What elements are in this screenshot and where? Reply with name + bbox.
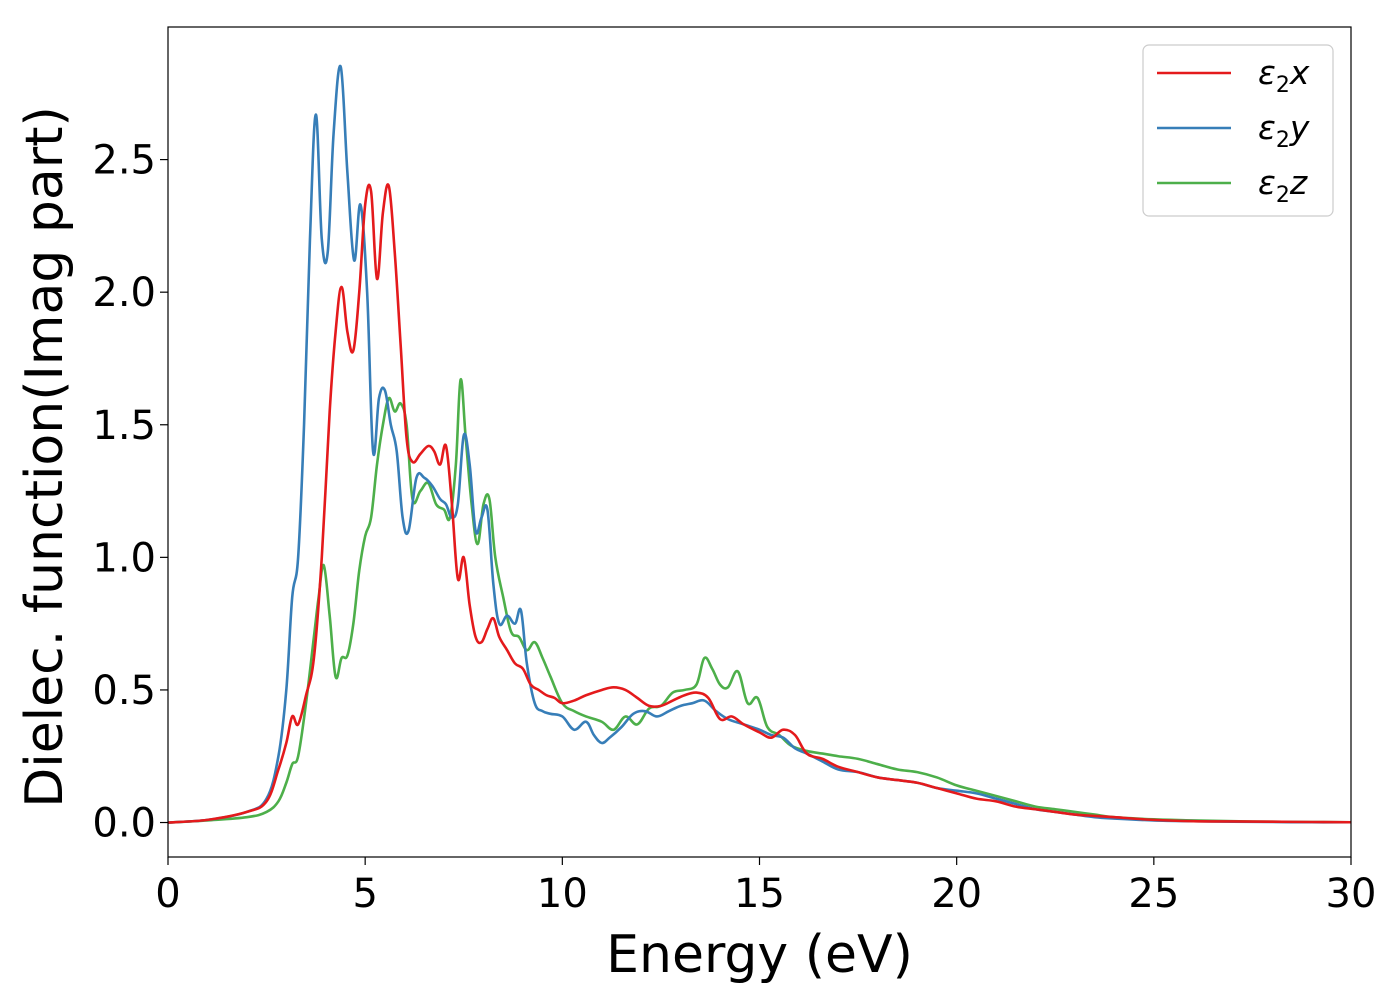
series-line-z	[168, 378, 1351, 824]
x-tick-label: 25	[1128, 871, 1179, 917]
x-tick-label: 10	[537, 871, 588, 917]
x-tick-label: 20	[931, 871, 982, 917]
legend-box	[1142, 44, 1334, 217]
y-axis-label: Dielec. function(Imag part)	[15, 106, 75, 808]
plot-frame	[167, 26, 1352, 858]
y-tick-label: 1.5	[92, 403, 156, 449]
y-tick-label: 2.0	[92, 270, 156, 316]
y-tick-label: 0.5	[92, 668, 156, 714]
y-tick-label: 0.0	[92, 801, 156, 847]
x-tick-label: 15	[734, 871, 785, 917]
x-axis-label: Energy (eV)	[606, 925, 913, 985]
x-tick-label: 5	[352, 871, 377, 917]
legend-label-y: ε2y	[1258, 108, 1310, 153]
y-tick-label: 1.0	[92, 535, 156, 581]
legend-label-z: ε2z	[1258, 163, 1308, 208]
x-tick-label: 0	[155, 871, 180, 917]
legend-label-x: ε2x	[1258, 53, 1310, 98]
legend: ε2x ε2y ε2z	[1142, 44, 1334, 217]
x-tick-label: 30	[1326, 871, 1377, 917]
y-tick-label: 2.5	[92, 138, 156, 184]
series-line-x	[168, 183, 1351, 824]
